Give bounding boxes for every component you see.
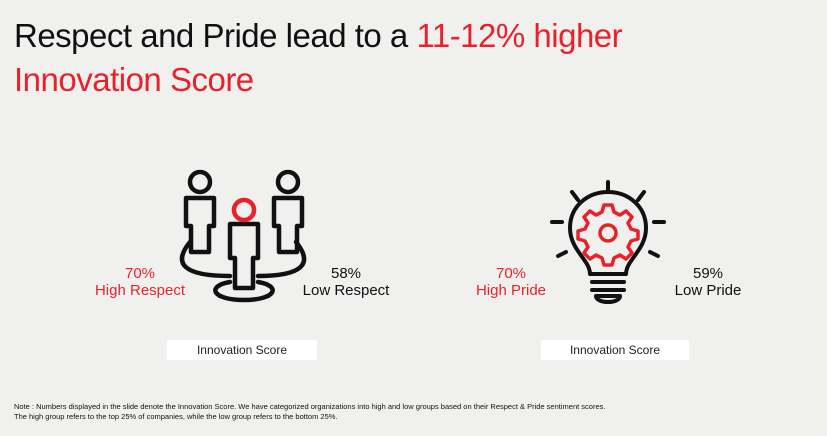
high-pride-value: 70% [495, 265, 527, 282]
high-respect-stat: 70% High Respect [88, 265, 192, 299]
high-pride-label: High Pride [475, 282, 547, 299]
footnote: Note : Numbers displayed in the slide de… [14, 402, 605, 421]
lightbulb-gear-icon [550, 180, 666, 304]
low-respect-stat: 58% Low Respect [296, 265, 396, 299]
low-pride-label: Low Pride [674, 282, 742, 299]
title-highlight-line2: Innovation Score [14, 61, 254, 98]
low-pride-value: 59% [692, 265, 724, 282]
title-text: Respect and Pride lead to a [14, 17, 417, 54]
low-respect-value: 58% [330, 265, 362, 282]
low-respect-label: Low Respect [302, 282, 390, 299]
slide-title: Respect and Pride lead to a 11-12% highe… [14, 14, 623, 102]
footnote-line2: The high group refers to the top 25% of … [14, 411, 338, 421]
low-pride-stat: 59% Low Pride [666, 265, 750, 299]
high-pride-stat: 70% High Pride [466, 265, 556, 299]
people-network-icon [179, 169, 307, 303]
pride-caption: Innovation Score [541, 340, 689, 360]
respect-caption: Innovation Score [167, 340, 317, 360]
high-respect-value: 70% [124, 265, 156, 282]
title-highlight: 11-12% higher [416, 17, 623, 54]
footnote-line1: Note : Numbers displayed in the slide de… [14, 402, 606, 411]
high-respect-label: High Respect [94, 282, 186, 299]
